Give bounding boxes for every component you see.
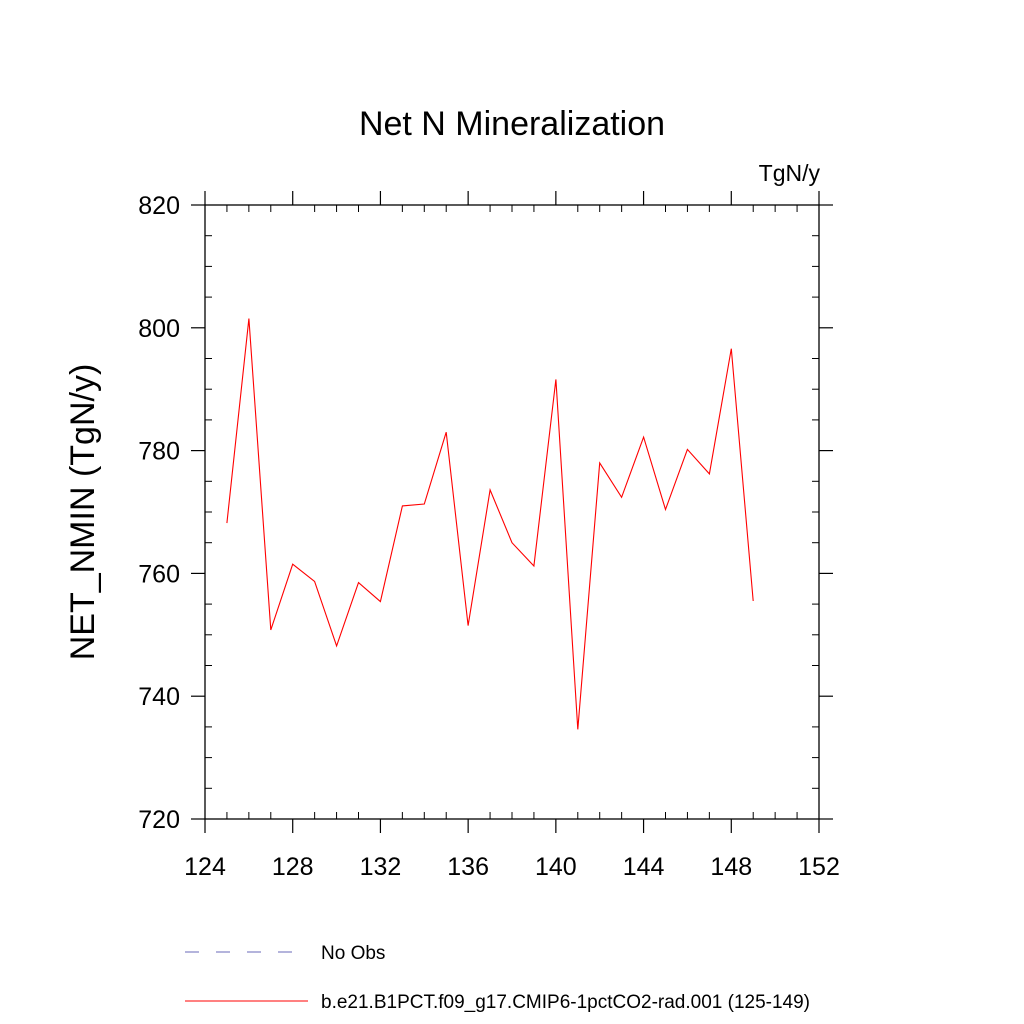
data-point bbox=[752, 600, 755, 603]
x-tick-label: 132 bbox=[360, 853, 402, 881]
plot-frame bbox=[204, 204, 820, 820]
legend-label: No Obs bbox=[321, 943, 385, 964]
units-label: TgN/y bbox=[759, 160, 821, 186]
chart-title: Net N Mineralization bbox=[359, 105, 665, 143]
data-point bbox=[489, 488, 492, 491]
y-axis-label: NET_NMIN (TgN/y) bbox=[64, 364, 102, 661]
data-point bbox=[576, 728, 579, 731]
data-point bbox=[620, 496, 623, 499]
x-tick-label: 152 bbox=[798, 853, 840, 881]
data-point bbox=[554, 378, 557, 381]
x-tick-label: 124 bbox=[184, 853, 226, 881]
y-tick-label: 820 bbox=[138, 192, 180, 220]
axis-ticks bbox=[191, 191, 833, 833]
y-tick-label: 780 bbox=[138, 438, 180, 466]
data-point bbox=[335, 644, 338, 647]
x-tick-label: 140 bbox=[535, 853, 577, 881]
y-tick-label: 800 bbox=[138, 315, 180, 343]
legend: No Obs b.e21.B1PCT.f09_g17.CMIP6-1pctCO2-… bbox=[185, 943, 810, 1013]
data-point bbox=[269, 628, 272, 631]
data-point bbox=[357, 581, 360, 584]
data-point bbox=[532, 565, 535, 568]
data-point bbox=[730, 347, 733, 350]
data-point bbox=[598, 461, 601, 464]
y-tick-label: 720 bbox=[138, 806, 180, 834]
data-point bbox=[225, 522, 228, 525]
data-point bbox=[445, 431, 448, 434]
data-point bbox=[291, 563, 294, 566]
data-point bbox=[313, 580, 316, 583]
data-point bbox=[664, 508, 667, 511]
data-point bbox=[379, 600, 382, 603]
y-tick-label: 760 bbox=[138, 560, 180, 588]
x-tick-label: 128 bbox=[272, 853, 314, 881]
data-point bbox=[686, 448, 689, 451]
x-tick-labels: 124 128 132 136 140 144 148 152 bbox=[184, 853, 840, 881]
series-layer bbox=[225, 317, 755, 731]
x-tick-label: 148 bbox=[710, 853, 752, 881]
y-tick-label: 740 bbox=[138, 683, 180, 711]
data-point bbox=[511, 541, 514, 544]
data-point bbox=[423, 503, 426, 506]
data-point bbox=[642, 436, 645, 439]
series-line-0 bbox=[226, 318, 754, 730]
data-point bbox=[247, 317, 250, 320]
x-tick-label: 136 bbox=[447, 853, 489, 881]
data-point bbox=[708, 472, 711, 475]
legend-label: b.e21.B1PCT.f09_g17.CMIP6-1pctCO2-rad.00… bbox=[321, 992, 810, 1013]
y-tick-labels: 720 740 760 780 800 820 bbox=[138, 192, 180, 834]
x-tick-label: 144 bbox=[623, 853, 665, 881]
data-point bbox=[401, 504, 404, 507]
data-point bbox=[467, 624, 470, 627]
